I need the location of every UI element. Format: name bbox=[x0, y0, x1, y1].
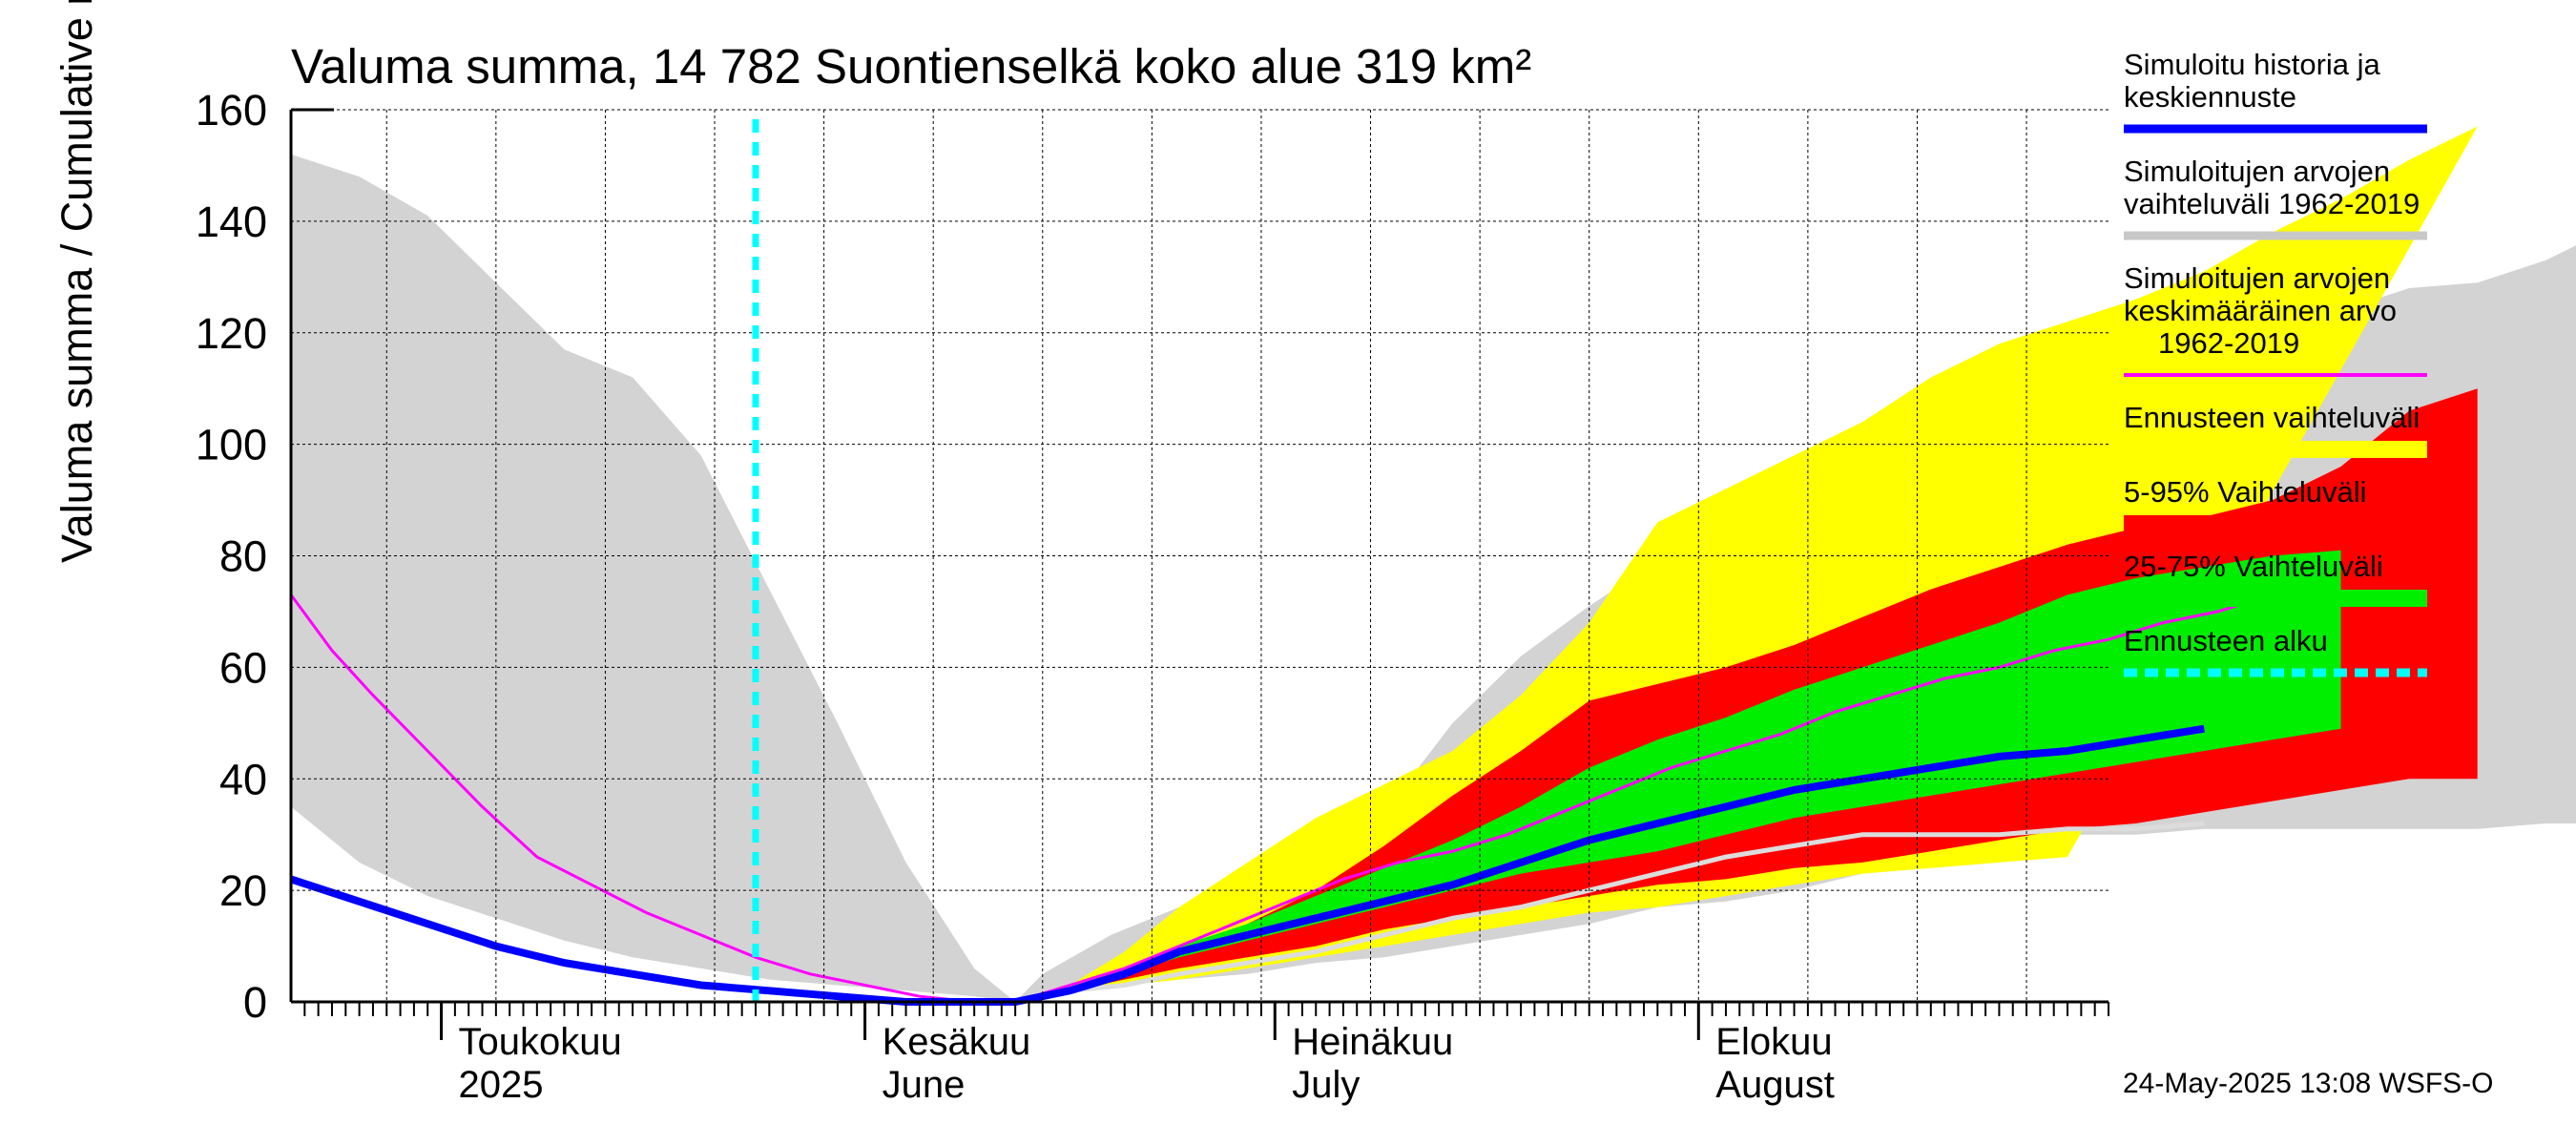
y-tick-label: 100 bbox=[196, 421, 267, 469]
legend-label: keskiennuste bbox=[2124, 80, 2296, 114]
x-month-label: Elokuu bbox=[1715, 1021, 1832, 1063]
legend-label: keskimääräinen arvo bbox=[2124, 294, 2397, 327]
timestamp: 24-May-2025 13:08 WSFS-O bbox=[2123, 1068, 2494, 1099]
legend-swatch bbox=[2124, 441, 2427, 458]
chart-title: Valuma summa, 14 782 Suontienselkä koko … bbox=[291, 39, 1531, 94]
y-tick-label: 40 bbox=[219, 755, 267, 803]
x-month-sublabel: 2025 bbox=[459, 1064, 544, 1106]
y-tick-label: 80 bbox=[219, 532, 267, 581]
legend-swatch bbox=[2124, 515, 2427, 532]
x-month-label: Heinäkuu bbox=[1292, 1021, 1453, 1063]
grid bbox=[291, 109, 2109, 1002]
y-tick-label: 60 bbox=[219, 643, 267, 692]
x-month-sublabel: July bbox=[1292, 1064, 1360, 1106]
x-month-sublabel: June bbox=[883, 1064, 966, 1106]
median-forecast-line bbox=[289, 724, 2205, 1006]
x-month-label: Toukokuu bbox=[459, 1021, 622, 1063]
legend-label: Simuloitu historia ja bbox=[2124, 48, 2381, 81]
legend-label: 1962-2019 bbox=[2158, 326, 2299, 360]
legend-swatch bbox=[2124, 590, 2427, 607]
y-axis-label: Valuma summa / Cumulative runoff mm bbox=[52, 0, 101, 563]
legend-label: Ennusteen alku bbox=[2124, 624, 2328, 657]
legend-label: Simuloitujen arvojen bbox=[2124, 155, 2390, 188]
plot-area bbox=[289, 126, 2576, 1006]
y-tick-label: 0 bbox=[243, 978, 267, 1027]
y-tick-label: 120 bbox=[196, 309, 267, 358]
y-tick-label: 160 bbox=[196, 86, 267, 135]
p5-95-band bbox=[1015, 388, 2478, 1002]
y-tick-label: 140 bbox=[196, 198, 267, 246]
legend-label: Simuloitujen arvojen bbox=[2124, 261, 2390, 295]
forecast-range-band bbox=[1015, 126, 2478, 1002]
x-month-sublabel: August bbox=[1715, 1064, 1835, 1106]
y-tick-label: 20 bbox=[219, 866, 267, 915]
legend-label: vaihteluväli 1962-2019 bbox=[2124, 187, 2420, 220]
legend-label: Ennusteen vaihteluväli bbox=[2124, 401, 2420, 434]
legend-label: 25-75% Vaihteluväli bbox=[2124, 550, 2383, 583]
legend-label: 5-95% Vaihteluväli bbox=[2124, 475, 2366, 509]
x-month-label: Kesäkuu bbox=[883, 1021, 1031, 1063]
